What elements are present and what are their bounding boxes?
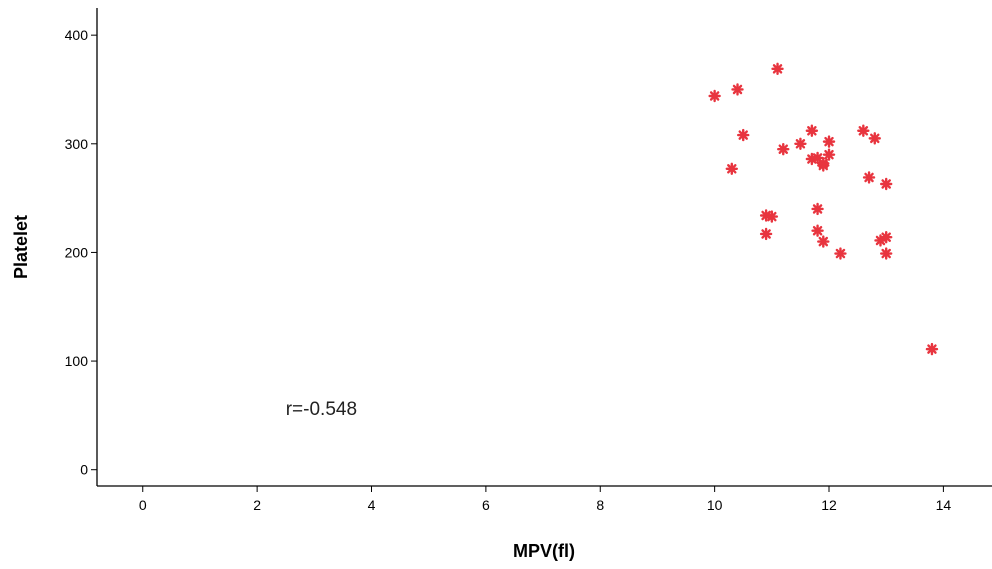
data-point	[725, 162, 738, 175]
x-tick-label: 0	[139, 497, 147, 513]
data-point	[777, 143, 790, 156]
data-point	[811, 202, 824, 216]
y-tick-label: 300	[65, 136, 89, 152]
data-point	[880, 247, 893, 260]
data-point	[771, 62, 784, 76]
data-point	[868, 132, 881, 145]
axes	[96, 8, 992, 487]
data-point	[708, 89, 721, 103]
data-point	[765, 210, 779, 223]
data-point	[805, 124, 819, 137]
y-axis-title: Platelet	[11, 215, 31, 279]
data-point	[737, 128, 750, 142]
y-tick-label: 0	[80, 462, 88, 478]
data-point	[857, 124, 870, 137]
data-points	[708, 62, 939, 356]
x-tick-label: 14	[936, 497, 952, 513]
data-point	[880, 231, 893, 244]
data-point	[880, 177, 893, 191]
data-point	[925, 342, 939, 356]
data-point	[822, 148, 836, 161]
x-tick-label: 4	[368, 497, 376, 513]
data-point	[731, 83, 744, 96]
data-point	[817, 235, 830, 248]
data-point	[811, 224, 824, 237]
x-tick-label: 10	[707, 497, 723, 513]
data-point	[822, 135, 836, 148]
data-point	[862, 171, 876, 184]
x-tick-label: 6	[482, 497, 490, 513]
data-point	[759, 227, 773, 241]
data-point	[817, 159, 830, 172]
y-axis-ticks: 0 100 200 300 400	[65, 27, 97, 478]
x-tick-label: 8	[596, 497, 604, 513]
data-point	[794, 137, 807, 150]
y-tick-label: 400	[65, 27, 89, 43]
data-point	[834, 247, 847, 260]
x-tick-label: 2	[253, 497, 261, 513]
correlation-annotation: r=-0.548	[286, 399, 357, 420]
y-tick-label: 100	[65, 353, 89, 369]
x-tick-label: 12	[821, 497, 837, 513]
x-axis-ticks: 0 2 4 6 8 10 12 14	[139, 486, 952, 513]
x-axis-title: MPV(fl)	[513, 541, 575, 561]
y-tick-label: 200	[65, 244, 89, 260]
